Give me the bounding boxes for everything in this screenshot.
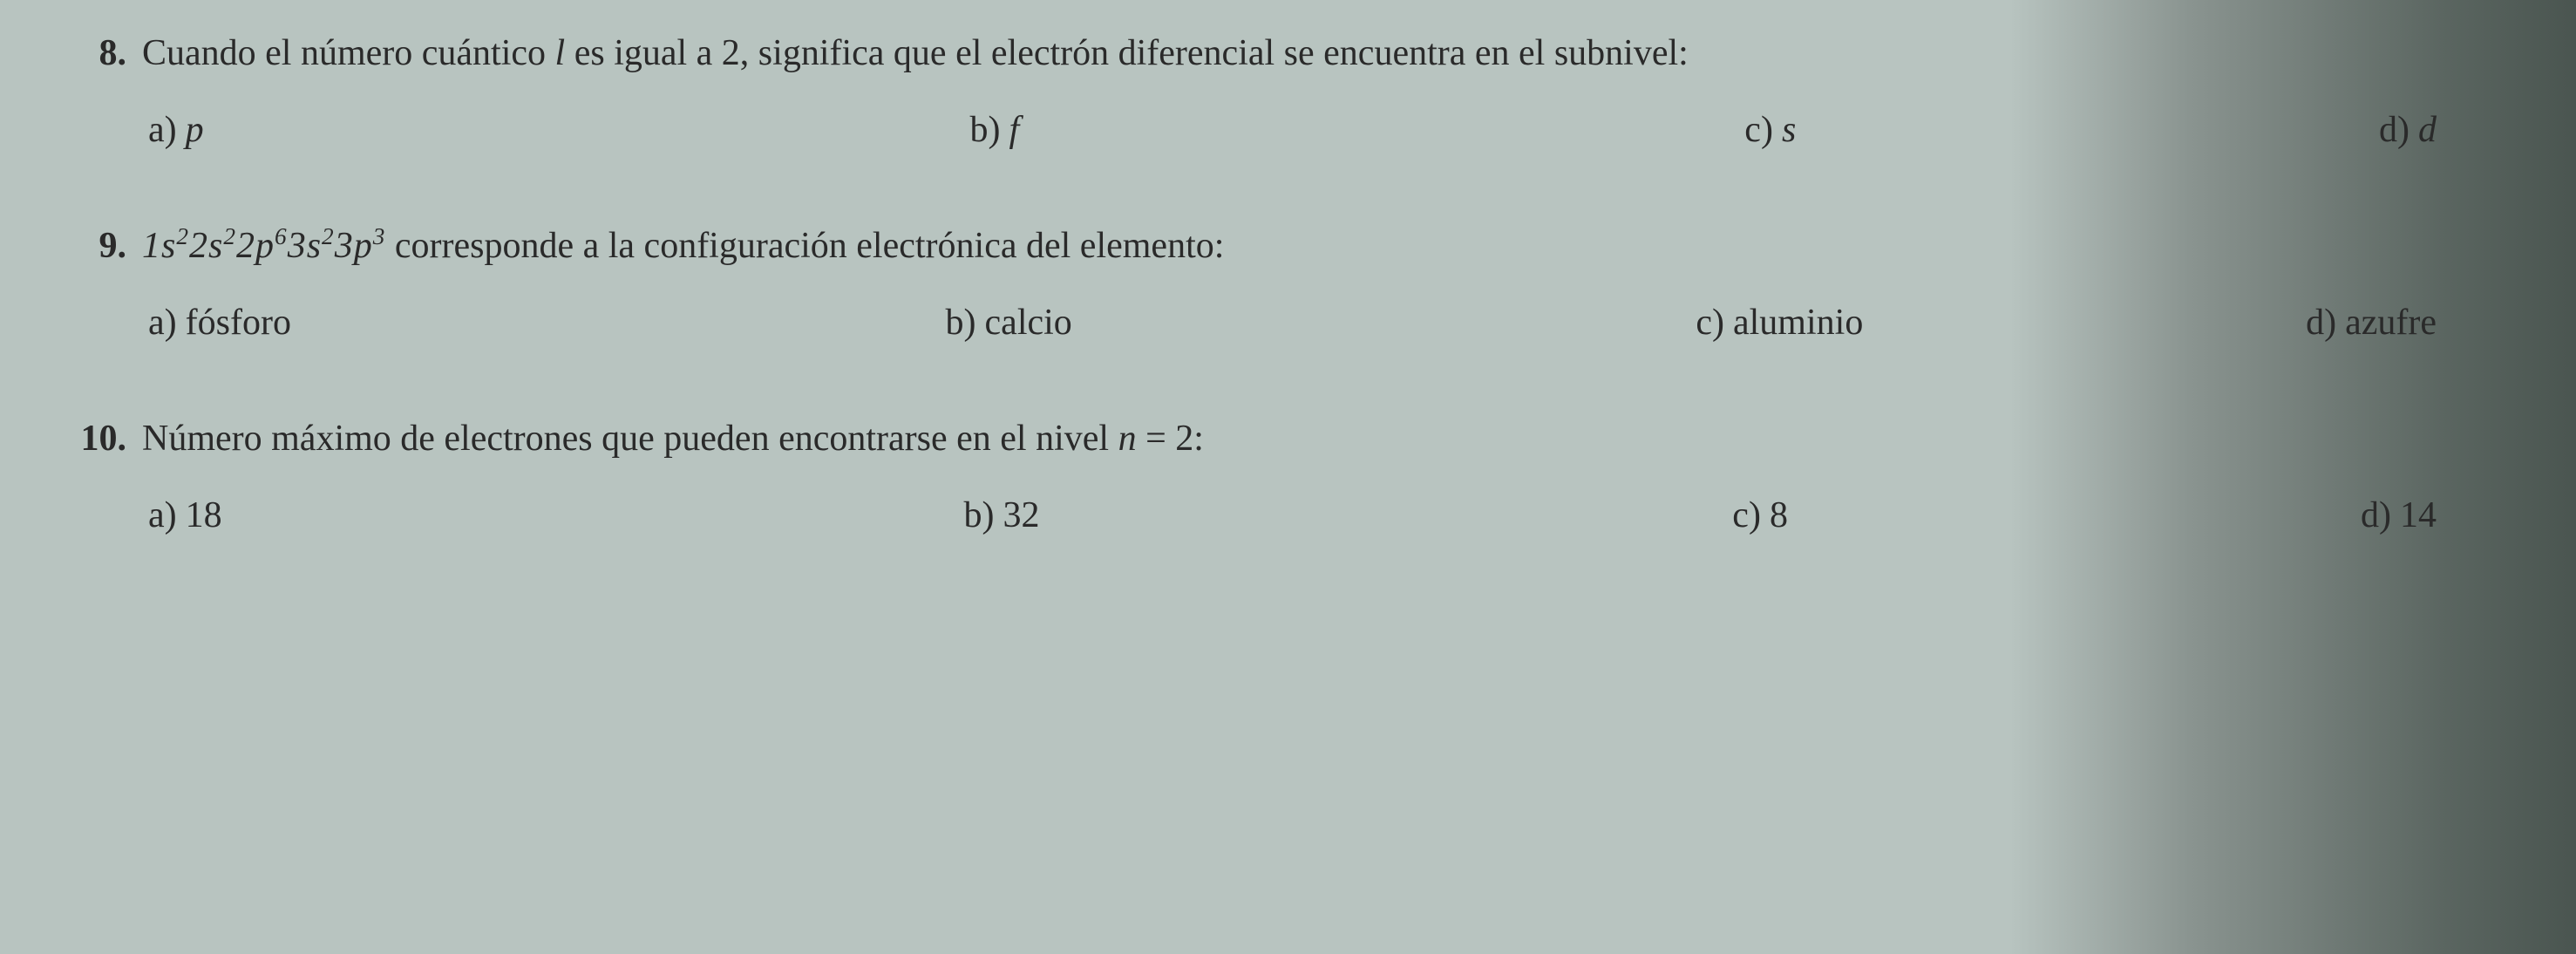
option-value: azufre <box>2345 296 2437 351</box>
question-number: 9. <box>78 219 126 274</box>
option-b: b) 32 <box>964 488 1620 543</box>
option-value: 32 <box>1003 488 1040 543</box>
stem-prefix: Número máximo de electrones que pueden e… <box>142 419 1118 459</box>
option-label: c) <box>1696 296 1724 351</box>
option-label: a) <box>148 488 177 543</box>
option-label: c) <box>1732 488 1761 543</box>
formula-sup: 2 <box>176 223 189 249</box>
option-d: d) 14 <box>2361 488 2489 543</box>
option-c: c) s <box>1744 103 2260 158</box>
formula-sup: 2 <box>223 223 236 249</box>
option-d: d) d <box>2379 103 2489 158</box>
formula-base: 3s <box>288 226 322 266</box>
formula-base: 2s <box>189 226 223 266</box>
option-b: b) f <box>970 103 1626 158</box>
stem-equals: = 2: <box>1137 419 1204 459</box>
option-value: 14 <box>2400 488 2437 543</box>
question-8-text: 8. Cuando el número cuántico l es igual … <box>78 26 2524 81</box>
stem-suffix: corresponde a la configuración electróni… <box>385 226 1224 266</box>
option-value: fósforo <box>186 296 291 351</box>
option-label: b) <box>946 296 976 351</box>
option-b: b) calcio <box>946 296 1601 351</box>
option-value: p <box>186 103 204 158</box>
question-number: 8. <box>78 26 126 81</box>
option-a: a) fósforo <box>148 296 851 351</box>
formula-base: 1s <box>142 226 176 266</box>
question-9-options: a) fósforo b) calcio c) aluminio d) azuf… <box>78 296 2524 351</box>
option-value: 8 <box>1770 488 1788 543</box>
question-9-text: 9. 1s22s22p63s23p3 corresponde a la conf… <box>78 219 2524 274</box>
option-label: a) <box>148 296 177 351</box>
option-a: a) 18 <box>148 488 851 543</box>
question-10: 10. Número máximo de electrones que pued… <box>78 412 2524 543</box>
option-label: d) <box>2306 296 2336 351</box>
option-label: a) <box>148 103 177 158</box>
option-c: c) 8 <box>1732 488 2247 543</box>
formula-sup: 3 <box>373 223 386 249</box>
option-d: d) azufre <box>2306 296 2489 351</box>
option-label: b) <box>970 103 1001 158</box>
option-value: s <box>1782 103 1796 158</box>
option-value: d <box>2418 103 2437 158</box>
option-label: d) <box>2361 488 2391 543</box>
formula-base: 2p <box>236 226 275 266</box>
formula-base: 3p <box>335 226 373 266</box>
option-value: calcio <box>985 296 1072 351</box>
question-8-options: a) p b) f c) s d) d <box>78 103 2524 158</box>
formula-sup: 2 <box>322 223 335 249</box>
option-label: b) <box>964 488 995 543</box>
question-stem: Cuando el número cuántico l es igual a 2… <box>142 26 2524 81</box>
question-10-options: a) 18 b) 32 c) 8 d) 14 <box>78 488 2524 543</box>
option-a: a) p <box>148 103 851 158</box>
stem-prefix: Cuando el número cuántico <box>142 33 555 73</box>
option-value: f <box>1009 103 1020 158</box>
question-number: 10. <box>78 412 126 467</box>
question-10-text: 10. Número máximo de electrones que pued… <box>78 412 2524 467</box>
formula-sup: 6 <box>275 223 288 249</box>
question-stem: Número máximo de electrones que pueden e… <box>142 412 2524 467</box>
question-stem: 1s22s22p63s23p3 corresponde a la configu… <box>142 219 2524 274</box>
stem-variable: n <box>1118 419 1137 459</box>
option-value: aluminio <box>1733 296 1863 351</box>
electron-config-formula: 1s22s22p63s23p3 <box>142 226 385 266</box>
question-8: 8. Cuando el número cuántico l es igual … <box>78 26 2524 158</box>
option-c: c) aluminio <box>1696 296 2211 351</box>
option-label: d) <box>2379 103 2409 158</box>
option-label: c) <box>1744 103 1773 158</box>
question-9: 9. 1s22s22p63s23p3 corresponde a la conf… <box>78 219 2524 351</box>
option-value: 18 <box>186 488 222 543</box>
stem-suffix: es igual a 2, significa que el electrón … <box>565 33 1689 73</box>
stem-variable: l <box>555 33 566 73</box>
